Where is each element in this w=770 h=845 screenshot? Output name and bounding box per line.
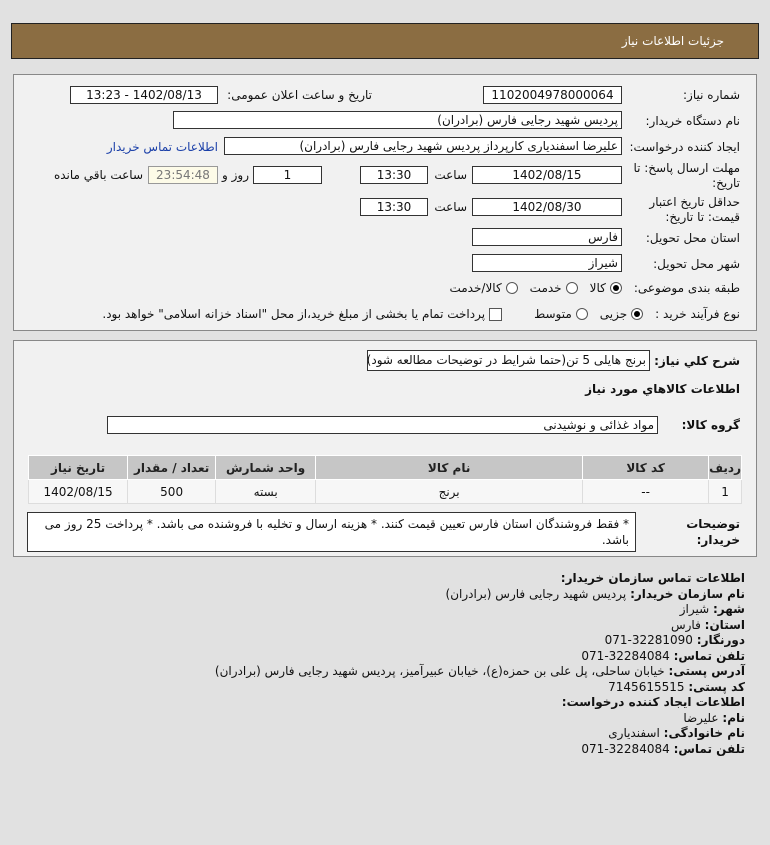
deadline-label: مهلت ارسال پاسخ: تا تاریخ: bbox=[633, 161, 740, 190]
buyer-contact-link[interactable]: اطلاعات تماس خریدار bbox=[106, 140, 218, 154]
creator-field: علیرضا اسفندیاری کارپرداز پردیس شهید رجا… bbox=[224, 137, 622, 155]
province-field: فارس bbox=[472, 228, 622, 246]
col-code: کد کالا bbox=[582, 455, 710, 480]
option-label: خدمت bbox=[529, 281, 562, 295]
address-label: آدرس پستی: bbox=[668, 664, 745, 678]
page-title: جزئیات اطلاعات نیاز bbox=[621, 34, 724, 48]
city-label: شهر محل تحویل: bbox=[653, 257, 740, 271]
postal-value: 7145615515 bbox=[608, 679, 685, 694]
radio-icon[interactable] bbox=[505, 282, 518, 294]
col-unit: واحد شمارش bbox=[215, 455, 317, 480]
process-radio-minor[interactable]: جزیی bbox=[599, 307, 644, 321]
col-row: ردیف bbox=[708, 455, 742, 480]
category-row: طبقه بندی موضوعی: کالا خدمت کالا/خدمت bbox=[449, 281, 740, 295]
remaining-label: ساعت باقي مانده bbox=[53, 168, 143, 182]
col-qty: تعداد / مقدار bbox=[127, 455, 217, 480]
creator-phone-label: تلفن تماس: bbox=[673, 741, 745, 756]
validity-label: حداقل تاریخ اعتبار قیمت: تا تاریخ: bbox=[649, 195, 740, 224]
category-radio-both[interactable]: کالا/خدمت bbox=[449, 281, 518, 295]
cell-qty: 500 bbox=[127, 479, 217, 504]
buyer-label: نام دستگاه خریدار: bbox=[645, 114, 741, 128]
col-name: نام کالا bbox=[315, 455, 584, 480]
radio-selected-icon[interactable] bbox=[609, 282, 622, 294]
deadline-time-field: 13:30 bbox=[360, 166, 428, 184]
creator-phone-value: 32284084-071 bbox=[581, 741, 670, 756]
col-date: تاریخ نیاز bbox=[27, 455, 129, 480]
group-label: گروه کالا: bbox=[681, 418, 740, 432]
phone-value: 32284084-071 bbox=[581, 648, 670, 663]
goods-table: ردیف کد کالا نام کالا واحد شمارش تعداد /… bbox=[27, 455, 742, 504]
phone-label: تلفن تماس: bbox=[673, 648, 745, 663]
radio-icon[interactable] bbox=[565, 282, 578, 294]
fax-value: 32281090-071 bbox=[604, 633, 693, 647]
validity-time-field: 13:30 bbox=[360, 198, 428, 216]
city-label: شهر: bbox=[713, 602, 745, 616]
goods-section-title: اطلاعات كالاهاي مورد نياز bbox=[585, 382, 740, 396]
option-label: کالا/خدمت bbox=[449, 281, 502, 295]
remaining-time-field: 23:54:48 bbox=[148, 166, 218, 184]
process-radio-medium[interactable]: متوسط bbox=[534, 307, 588, 321]
family-label: نام خانوادگی: bbox=[663, 726, 745, 740]
radio-icon[interactable] bbox=[575, 308, 588, 320]
announce-field: 1402/08/13 - 13:23 bbox=[70, 86, 218, 104]
cell-name: برنج bbox=[315, 479, 584, 504]
fax-label: دورنگار: bbox=[696, 633, 745, 647]
org-label: نام سازمان خریدار: bbox=[630, 586, 745, 601]
summary-label: شرح کلي نياز: bbox=[654, 354, 740, 368]
category-radio-goods[interactable]: کالا bbox=[590, 281, 622, 295]
category-label: طبقه بندی موضوعی: bbox=[633, 281, 740, 295]
contact-info: اطلاعات تماس سازمان خریدار: نام سازمان خ… bbox=[215, 571, 745, 757]
city-value: شیراز bbox=[679, 602, 710, 616]
category-radio-service[interactable]: خدمت bbox=[530, 281, 578, 295]
days-field: 1 bbox=[253, 166, 322, 184]
cell-row: 1 bbox=[708, 479, 742, 504]
deadline-time-label: ساعت bbox=[434, 168, 467, 182]
province-value: فارس bbox=[670, 617, 701, 632]
cell-date: 1402/08/15 bbox=[27, 479, 129, 504]
days-label: روز و bbox=[222, 168, 249, 182]
name-value: علیرضا bbox=[683, 710, 719, 725]
option-label: متوسط bbox=[534, 307, 572, 321]
org-value: پردیس شهید رجایی فارس (برادران) bbox=[445, 586, 627, 601]
table-row: 1 -- برنج بسته 500 1402/08/15 bbox=[27, 479, 742, 504]
city-field: شیراز bbox=[472, 254, 622, 272]
province-label: استان محل تحویل: bbox=[645, 231, 740, 245]
page-header: جزئیات اطلاعات نیاز bbox=[11, 23, 759, 59]
notes-field: * فقط فروشندگان استان فارس تعیین قیمت کن… bbox=[27, 512, 636, 552]
creator-label: ایجاد کننده درخواست: bbox=[629, 140, 740, 154]
payment-note: پرداخت تمام یا بخشی از مبلغ خرید،از محل … bbox=[102, 307, 486, 321]
process-row: نوع فرآیند خرید : جزیی متوسط پرداخت تمام… bbox=[102, 307, 740, 321]
group-field: مواد غذائی و نوشیدنی bbox=[107, 416, 658, 434]
postal-label: کد پستی: bbox=[688, 679, 745, 694]
summary-field: برنج هایلی 5 تن(حتما شرایط در توضیحات مط… bbox=[367, 350, 650, 371]
checkbox-icon[interactable] bbox=[489, 307, 503, 321]
buyer-field: پردیس شهید رجایی فارس (برادران) bbox=[173, 111, 622, 129]
deadline-date-field: 1402/08/15 bbox=[472, 166, 622, 184]
announce-label: تاریخ و ساعت اعلان عمومی: bbox=[227, 88, 372, 102]
need-number-field: 1102004978000064 bbox=[483, 86, 622, 104]
option-label: کالا bbox=[589, 281, 606, 295]
validity-date-field: 1402/08/30 bbox=[472, 198, 622, 216]
creator-title: اطلاعات ایجاد کننده درخواست: bbox=[561, 695, 745, 709]
notes-label: توضیحات خریدار: bbox=[686, 517, 740, 547]
cell-unit: بسته bbox=[215, 479, 317, 504]
province-label: استان: bbox=[704, 617, 745, 632]
radio-selected-icon[interactable] bbox=[631, 308, 644, 320]
name-label: نام: bbox=[722, 710, 745, 725]
cell-code: -- bbox=[582, 479, 710, 504]
option-label: جزیی bbox=[599, 307, 628, 321]
process-label: نوع فرآیند خرید : bbox=[655, 307, 740, 321]
contact-title: اطلاعات تماس سازمان خریدار: bbox=[560, 571, 745, 585]
payment-checkbox[interactable]: پرداخت تمام یا بخشی از مبلغ خرید،از محل … bbox=[102, 307, 503, 321]
need-number-label: شماره نیاز: bbox=[683, 88, 740, 102]
address-value: خیابان ساحلی، پل علی بن حمزه(ع)، خیابان … bbox=[214, 664, 665, 678]
validity-time-label: ساعت bbox=[434, 200, 467, 214]
family-value: اسفندیاری bbox=[608, 726, 660, 740]
